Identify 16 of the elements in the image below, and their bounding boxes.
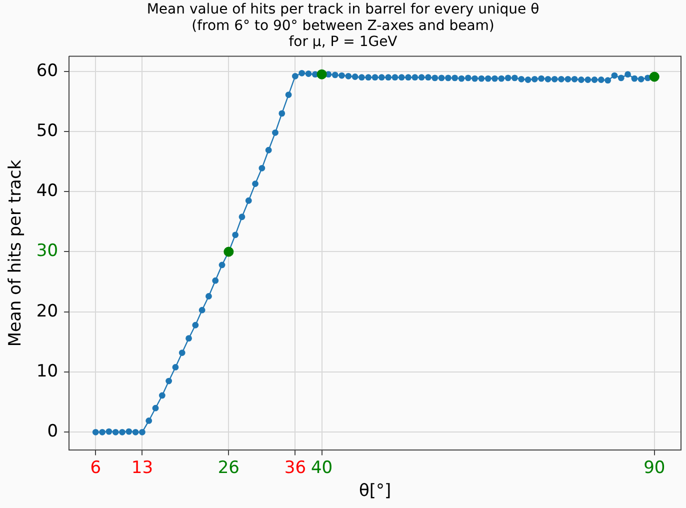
y-axis-title: Mean of hits per track xyxy=(6,160,26,347)
x-tick-label: 13 xyxy=(131,458,154,478)
y-tick-label: 10 xyxy=(36,361,58,382)
x-tick-label: 36 xyxy=(284,458,306,478)
y-tick-label: 30 xyxy=(36,241,58,262)
y-tick-label: 50 xyxy=(36,120,58,141)
y-tick-label: 0 xyxy=(47,422,58,442)
x-tick-label: 26 xyxy=(218,458,240,478)
y-tick-label: 20 xyxy=(36,301,58,322)
x-tick-label: 6 xyxy=(90,458,102,478)
y-tick-label: 40 xyxy=(36,181,58,202)
x-axis-title: θ[°] xyxy=(358,481,392,502)
x-tick-label: 40 xyxy=(310,458,333,478)
chart-title: Mean value of hits per track in barrel for every unique θ (from 6° to 90° between Z-axes and beam) for μ, P = 1GeV xyxy=(146,2,540,50)
x-tick-label: 90 xyxy=(644,458,666,478)
y-tick-label: 60 xyxy=(36,60,58,81)
